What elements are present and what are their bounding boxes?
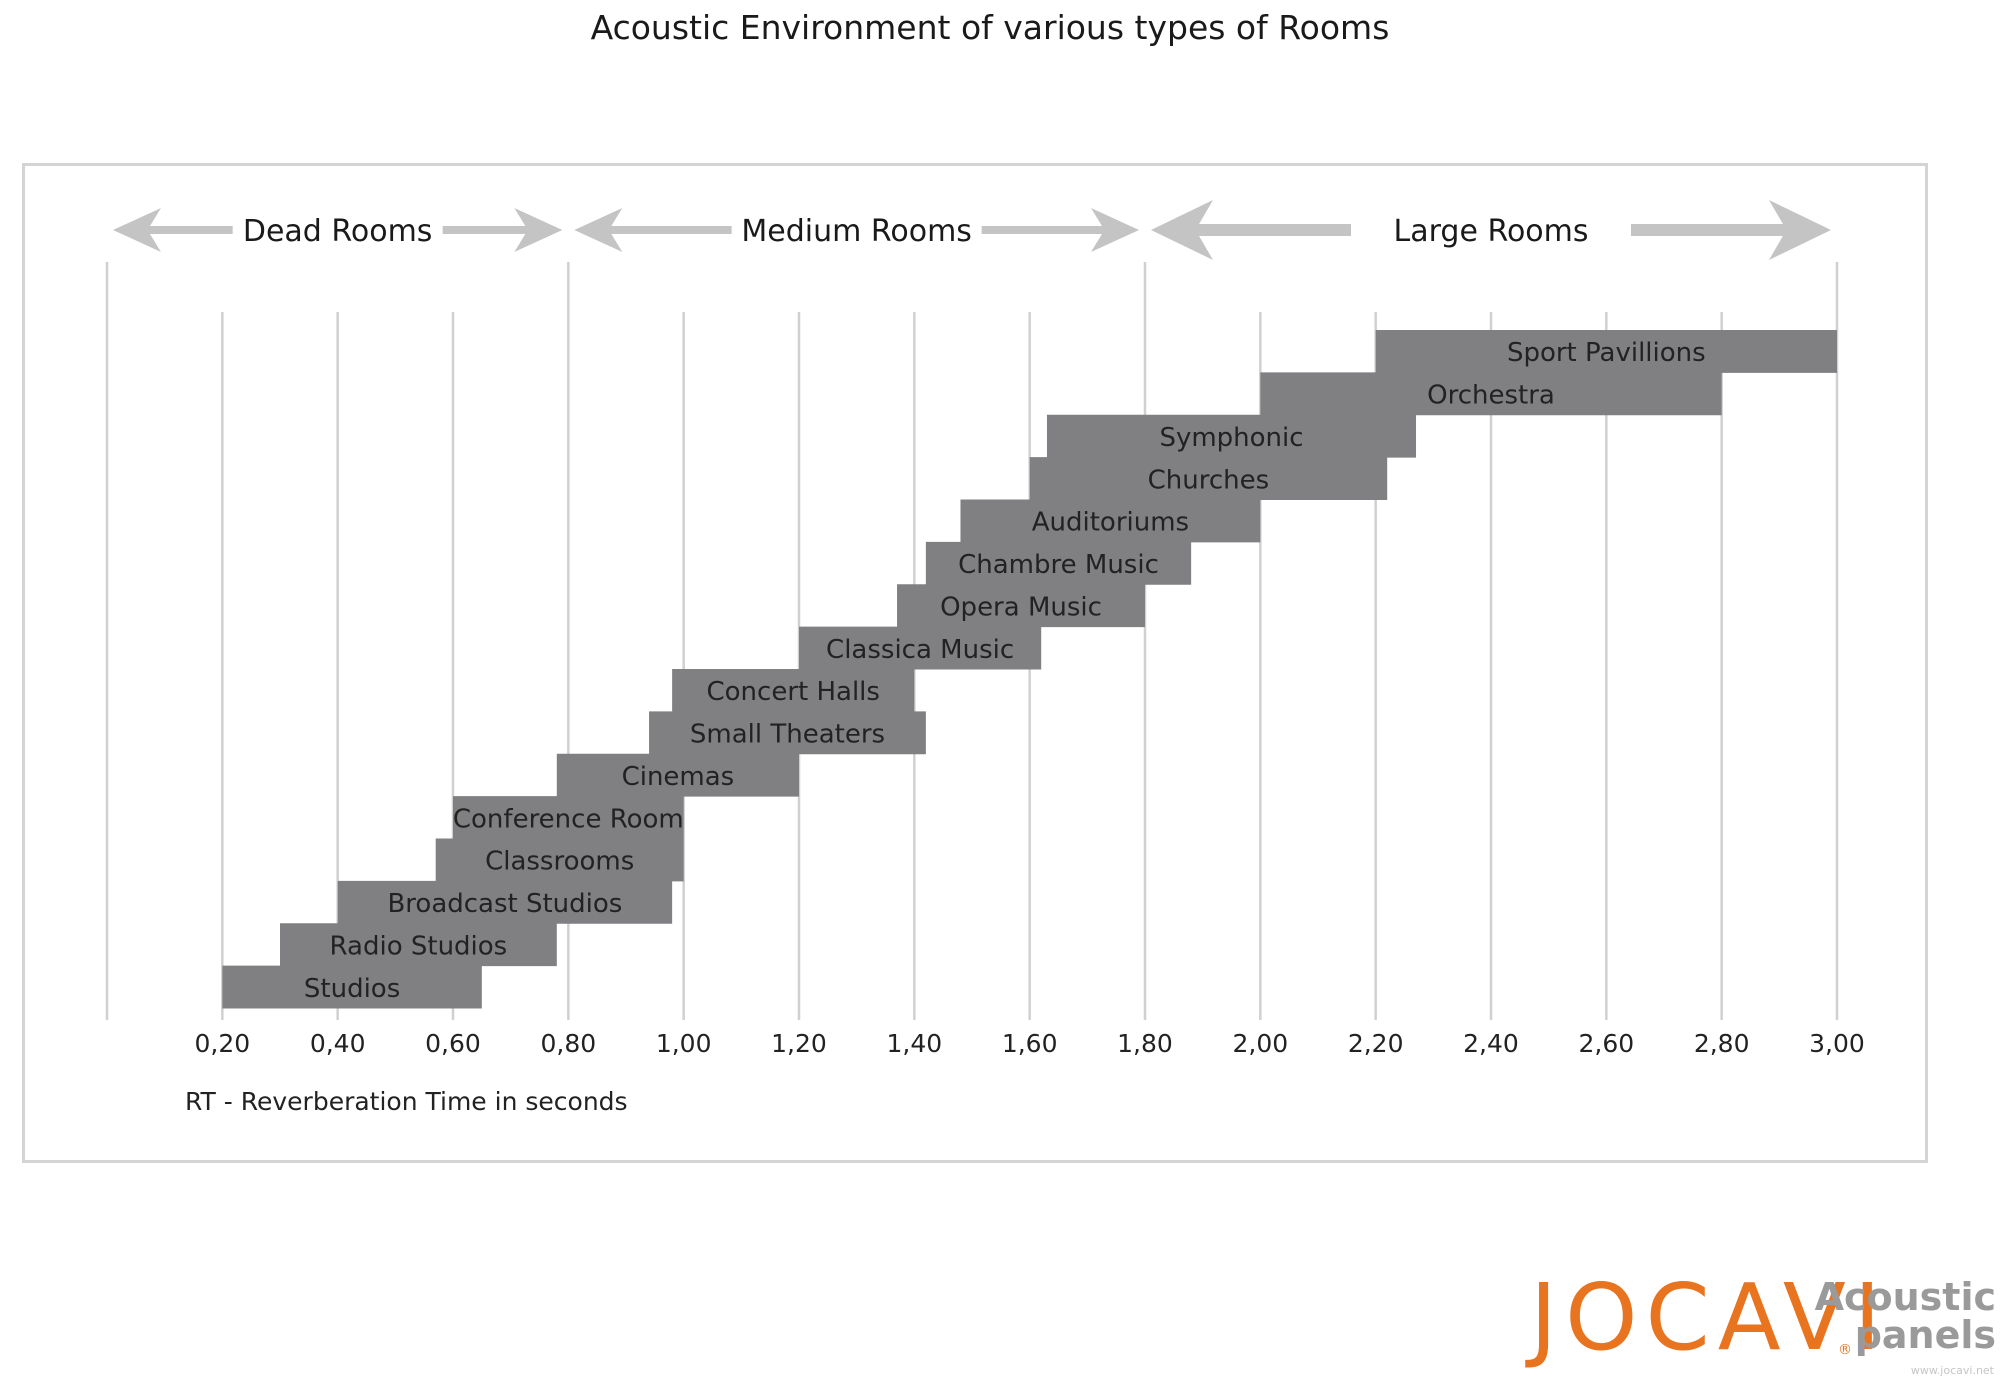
- bar: [897, 584, 1145, 628]
- bar: [672, 669, 915, 712]
- range-arrow-2: Large Rooms: [1151, 200, 1831, 260]
- bar: [960, 499, 1261, 543]
- brand-tagline-panels: panels: [1854, 1313, 1996, 1357]
- chart-title: Acoustic Environment of various types of…: [590, 8, 1390, 47]
- brand-url: www.jocavi.net: [1910, 1364, 1994, 1377]
- arrow-head-left: [574, 208, 623, 252]
- bars: [222, 330, 1837, 1009]
- brand-name: JOCAVI: [1530, 1264, 1889, 1371]
- x-tick-label: 1,40: [886, 1029, 942, 1058]
- bar-label: Broadcast Studios: [387, 889, 622, 919]
- range-arrow-0: Dead Rooms: [113, 208, 563, 252]
- range-group-label: Medium Rooms: [741, 214, 972, 249]
- bar-label: Radio Studios: [330, 931, 508, 961]
- x-tick-label: 1,00: [656, 1029, 712, 1058]
- bar: [1375, 330, 1837, 373]
- x-tick-label: 0,60: [425, 1029, 481, 1058]
- x-axis-label: RT - Reverberation Time in seconds: [185, 1087, 628, 1116]
- x-tick-labels: 0,20 0,40 0,60 0,80 1,00 1,20 1,40 1,60 1,80 2,00…: [194, 1029, 1864, 1058]
- bar-label: Cinemas: [622, 762, 735, 792]
- x-tick-label: 0,40: [310, 1029, 366, 1058]
- bar-label: Classica Music: [826, 635, 1014, 665]
- range-group-label: Large Rooms: [1394, 214, 1589, 249]
- bar: [1046, 414, 1417, 458]
- brand-logo: JOCAVI ® Acoustic panels www.jocavi.net: [1530, 1272, 2000, 1380]
- x-tick-label: 2,00: [1232, 1029, 1288, 1058]
- bar-label: Auditoriums: [1032, 508, 1189, 538]
- x-tick-label: 0,80: [540, 1029, 596, 1058]
- bar: [799, 626, 1042, 670]
- bar-label: Concert Halls: [706, 677, 879, 707]
- x-tick-label: 1,80: [1117, 1029, 1173, 1058]
- bar: [649, 711, 926, 755]
- bar-label: Opera Music: [940, 592, 1102, 622]
- brand-tagline-acoustic: Acoustic: [1814, 1275, 1996, 1319]
- bar-label: Conference Room: [453, 804, 684, 834]
- x-tick-label: 1,20: [771, 1029, 827, 1058]
- x-tick-label: 2,40: [1463, 1029, 1519, 1058]
- x-tick-label: 1,60: [1002, 1029, 1058, 1058]
- arrow-head-left: [1151, 200, 1213, 260]
- range-group-arrows: Dead Rooms Medium Rooms Large Rooms: [113, 200, 1831, 260]
- range-group-label: Dead Rooms: [243, 214, 433, 249]
- arrow-head-right: [514, 208, 563, 252]
- bar: [1260, 372, 1722, 416]
- bar-label: Sport Pavillions: [1507, 338, 1706, 368]
- bar: [337, 880, 673, 924]
- arrow-head-left: [113, 208, 161, 252]
- bar-label: Orchestra: [1427, 381, 1555, 411]
- bar-label: Churches: [1148, 465, 1270, 495]
- bar: [435, 838, 684, 882]
- range-arrow-1: Medium Rooms: [574, 208, 1139, 252]
- bar-label: Studios: [304, 974, 400, 1004]
- bar: [556, 753, 799, 797]
- x-tick-label: 2,80: [1694, 1029, 1750, 1058]
- x-tick-label: 2,20: [1348, 1029, 1404, 1058]
- bar-labels: Studios Radio Studios Broadcast Studios Cla…: [304, 338, 1706, 1004]
- x-tick-label: 3,00: [1809, 1029, 1865, 1058]
- bar-label: Classrooms: [485, 847, 634, 877]
- x-tick-label: 2,60: [1578, 1029, 1634, 1058]
- chart-frame: [22, 163, 1928, 1163]
- arrow-head-right: [1769, 200, 1831, 260]
- bar: [453, 796, 684, 839]
- bar-label: Small Theaters: [690, 720, 885, 750]
- arrow-head-right: [1091, 208, 1139, 252]
- bar: [222, 965, 482, 1009]
- bar: [1029, 457, 1388, 500]
- brand-registered-mark: ®: [1838, 1342, 1852, 1358]
- bar: [925, 541, 1192, 585]
- bar-label: Chambre Music: [958, 550, 1159, 580]
- x-tick-label: 0,20: [194, 1029, 250, 1058]
- bar: [280, 923, 557, 967]
- bar-label: Symphonic: [1159, 423, 1303, 453]
